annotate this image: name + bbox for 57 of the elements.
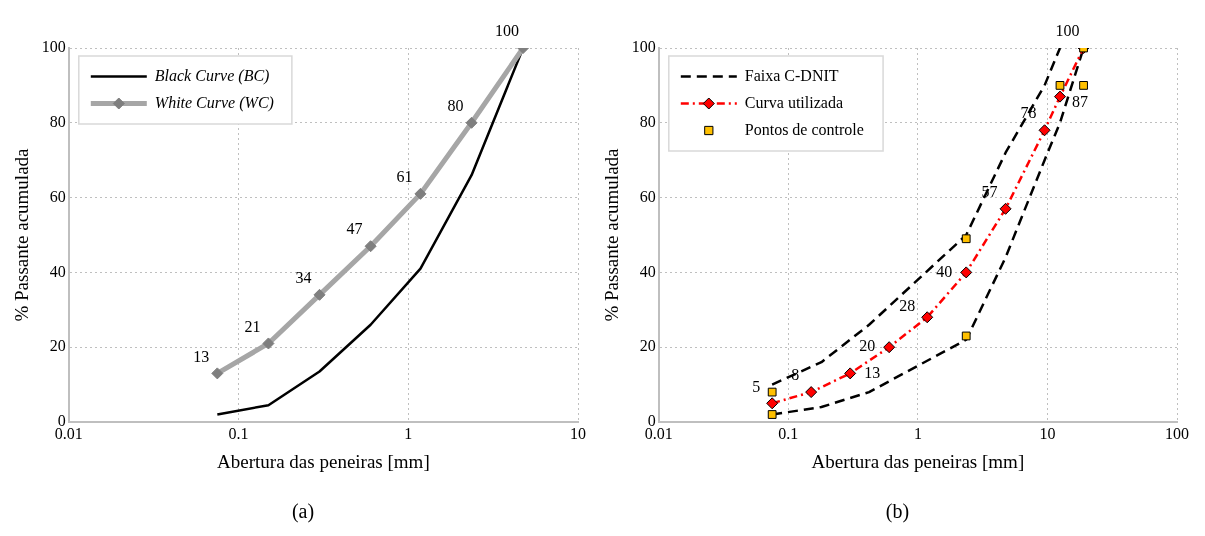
data-label: 80 xyxy=(447,97,464,114)
legend-label: White Curve (WC) xyxy=(154,93,274,112)
y-axis-title: % Passante acumulada xyxy=(11,147,33,322)
data-label: 34 xyxy=(295,269,312,287)
point xyxy=(313,288,326,301)
y-tick-label: 100 xyxy=(631,38,656,56)
data-label: 100 xyxy=(495,22,520,40)
point xyxy=(766,397,779,410)
text: (b) xyxy=(884,500,911,523)
point xyxy=(1038,124,1051,137)
x-tick-label: 0.1 xyxy=(778,424,799,442)
x-tick-label: 100 xyxy=(1165,424,1189,442)
x-tick-label: 1 xyxy=(913,424,922,442)
point xyxy=(767,387,777,397)
y-tick-label: 40 xyxy=(49,262,66,280)
data-label: 13 xyxy=(864,363,881,381)
y-tick-label: 20 xyxy=(639,337,656,355)
point xyxy=(921,311,934,324)
data-label: 20 xyxy=(859,337,876,355)
x-axis-title: Abertura das peneiras [mm] xyxy=(217,450,430,472)
y-tick-label: 40 xyxy=(639,262,656,280)
y-tick-label: 20 xyxy=(49,337,66,355)
y-tick-label: 100 xyxy=(41,38,66,56)
point xyxy=(844,367,857,380)
y-axis-title: % Passante acumulada xyxy=(601,147,623,322)
data-label: 61 xyxy=(396,168,413,186)
data-label: 5 xyxy=(752,377,761,395)
data-label: 47 xyxy=(346,220,363,238)
point xyxy=(465,116,478,129)
point xyxy=(883,341,896,354)
point xyxy=(999,202,1012,215)
y-tick-label: 80 xyxy=(49,113,66,130)
point xyxy=(414,187,427,200)
legend-label: Curva utilizada xyxy=(744,93,843,111)
text: (a) xyxy=(290,500,316,523)
legend-label: Pontos de controle xyxy=(744,120,864,138)
x-tick-label: 10 xyxy=(570,424,586,442)
data-label: 100 xyxy=(1055,22,1080,40)
y-tick-label: 60 xyxy=(639,187,656,205)
point xyxy=(364,240,377,253)
x-axis-title: Abertura das peneiras [mm] xyxy=(811,450,1025,472)
legend-label: Black Curve (BC) xyxy=(154,66,270,85)
legend-label: Faixa C-DNIT xyxy=(744,66,839,84)
y-tick-label: 80 xyxy=(639,113,656,130)
point xyxy=(262,337,275,350)
point xyxy=(805,386,818,399)
data-label: 40 xyxy=(936,262,953,280)
x-tick-label: 1 xyxy=(404,424,413,442)
point xyxy=(211,367,224,380)
x-tick-label: 0.1 xyxy=(228,424,249,442)
x-tick-label: 10 xyxy=(1039,424,1056,442)
data-label: 13 xyxy=(193,347,210,365)
y-tick-label: 60 xyxy=(49,187,66,205)
data-label: 87 xyxy=(1072,92,1088,110)
point xyxy=(960,266,973,279)
data-label: 28 xyxy=(899,297,916,315)
data-label: 21 xyxy=(244,317,261,335)
